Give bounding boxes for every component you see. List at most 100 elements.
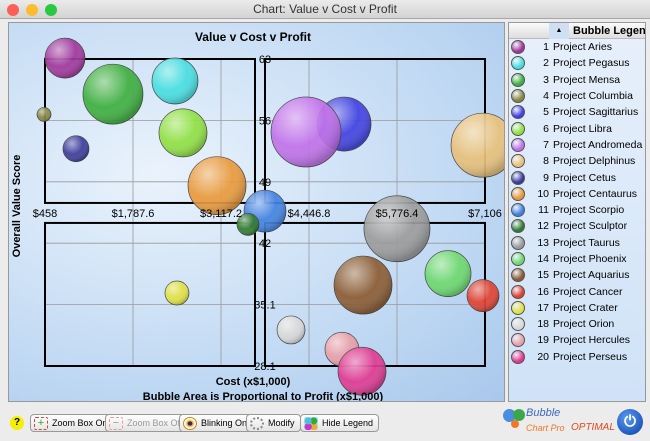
legend-number: 10 xyxy=(537,187,549,200)
legend-item[interactable]: 15 Project Aquarius xyxy=(509,267,645,283)
hide-legend-button[interactable]: Hide Legend xyxy=(300,414,380,432)
legend-item[interactable]: 19 Project Hercules xyxy=(509,332,645,348)
bubble-highlight xyxy=(467,279,500,312)
legend-label: Project Hercules xyxy=(553,334,631,347)
x-tick-label: $3,117.2 xyxy=(200,208,242,220)
x-tick-label: $1,787.6 xyxy=(112,208,155,220)
x-tick-label: $7,106 xyxy=(468,208,502,220)
power-icon[interactable]: ⏻ xyxy=(617,409,643,435)
minimize-window-button[interactable] xyxy=(26,4,38,16)
help-button[interactable]: ? xyxy=(10,416,24,430)
legend-item[interactable]: 16 Project Cancer xyxy=(509,283,645,299)
bubble-highlight xyxy=(151,57,198,104)
legend-swatch xyxy=(511,300,525,315)
legend-label: Project Sagittarius xyxy=(553,106,639,119)
y-tick-label: 42 xyxy=(259,238,271,250)
legend-swatch xyxy=(511,317,525,332)
legend-number: 18 xyxy=(537,318,549,331)
zoom-window-button[interactable] xyxy=(45,4,57,16)
logo-text-2: Chart Pro xyxy=(526,423,565,433)
legend-item[interactable]: 17 Project Crater xyxy=(509,300,645,316)
bubble-highlight xyxy=(277,315,306,344)
legend-label: Project Phoenix xyxy=(553,253,627,265)
chart-title: Value v Cost v Profit xyxy=(195,30,311,44)
chart-subtitle: Bubble Area is Proportional to Profit (x… xyxy=(143,391,384,402)
close-window-button[interactable] xyxy=(7,4,19,16)
legend-item[interactable]: 3 Project Mensa xyxy=(509,72,645,88)
legend-swatch xyxy=(511,170,525,185)
bubble-legend: ▲ Bubble Legend 1 Project Aries 2 Project P… xyxy=(508,22,646,402)
legend-item[interactable]: 4 Project Columbia xyxy=(509,88,645,104)
legend-number: 7 xyxy=(543,138,549,151)
blinking-on-button[interactable]: Blinking On xyxy=(179,414,254,432)
legend-label: Project Scorpio xyxy=(553,204,625,217)
hide-legend-label: Hide Legend xyxy=(322,418,374,428)
legend-label: Project Mensa xyxy=(553,73,621,86)
legend-header[interactable]: ▲ Bubble Legend xyxy=(509,23,645,39)
legend-item[interactable]: 13 Project Taurus xyxy=(509,235,645,251)
bubble-chart: Value v Cost v Profit $458 $1,787.6 $3,117… xyxy=(11,30,504,402)
bubble-highlight xyxy=(425,250,472,297)
bubble-highlight xyxy=(158,108,207,157)
legend-swatch xyxy=(511,154,525,169)
zoom-box-off-label: Zoom Box Off xyxy=(127,418,183,428)
legend-label: Project Pegasus xyxy=(553,57,630,70)
legend-swatch xyxy=(511,72,525,87)
logo-text-3: OPTIMAL xyxy=(571,422,615,433)
legend-item[interactable]: 9 Project Cetus xyxy=(509,169,645,185)
window-title-bar: Chart: Value v Cost v Profit xyxy=(0,0,650,19)
gear-icon xyxy=(250,416,264,430)
legend-item[interactable]: 11 Project Scorpio xyxy=(509,202,645,218)
legend-label: Project Libra xyxy=(553,122,612,135)
zoom-box-off-button[interactable]: − Zoom Box Off xyxy=(105,414,189,432)
modify-button[interactable]: Modify xyxy=(246,414,301,432)
modify-label: Modify xyxy=(268,418,295,428)
legend-swatch xyxy=(511,349,525,364)
legend-item[interactable]: 5 Project Sagittarius xyxy=(509,104,645,120)
legend-label: Project Aries xyxy=(553,41,612,54)
bubble-highlight xyxy=(271,97,342,168)
bubble-highlight xyxy=(363,195,430,262)
legend-item[interactable]: 7 Project Andromeda xyxy=(509,137,645,153)
chart-area[interactable]: Value v Cost v Profit $458 $1,787.6 $3,117… xyxy=(8,22,505,402)
bubble-highlight xyxy=(236,213,259,236)
zoom-box-on-button[interactable]: + Zoom Box On xyxy=(30,414,114,432)
legend-label: Project Centaurus xyxy=(553,187,638,200)
legend-label: Project Crater xyxy=(553,301,618,314)
y-tick-label: 63 xyxy=(259,54,271,66)
legend-title: Bubble Legend xyxy=(573,25,646,37)
bubble-highlight xyxy=(338,347,387,396)
legend-swatch xyxy=(511,121,525,136)
y-axis-label: Overall Value Score xyxy=(11,155,23,258)
quadrant-bottom-left xyxy=(44,221,256,367)
y-tick-label: 49 xyxy=(259,177,271,189)
legend-item[interactable]: 2 Project Pegasus xyxy=(509,55,645,71)
sort-up-icon[interactable]: ▲ xyxy=(549,23,569,39)
legend-item[interactable]: 12 Project Sculptor xyxy=(509,218,645,234)
legend-item[interactable]: 1 Project Aries xyxy=(509,39,645,55)
legend-number: 12 xyxy=(537,220,549,233)
legend-number: 4 xyxy=(543,90,549,103)
legend-item[interactable]: 18 Project Orion xyxy=(509,316,645,332)
legend-number: 13 xyxy=(537,236,549,249)
bubble-highlight xyxy=(334,256,393,315)
legend-number: 1 xyxy=(543,41,549,54)
legend-swatch xyxy=(511,105,525,120)
legend-number: 17 xyxy=(537,301,549,314)
legend-item[interactable]: 8 Project Delphinus xyxy=(509,153,645,169)
y-tick-label: 35.1 xyxy=(254,300,275,312)
legend-item[interactable]: 6 Project Libra xyxy=(509,120,645,136)
legend-label: Project Sculptor xyxy=(553,220,628,233)
legend-label: Project Columbia xyxy=(553,90,633,103)
bubble-highlight xyxy=(44,38,85,79)
zoom-in-icon: + xyxy=(34,416,48,430)
blinking-label: Blinking On xyxy=(201,418,248,428)
legend-item[interactable]: 14 Project Phoenix xyxy=(509,251,645,267)
legend-label: Project Perseus xyxy=(553,350,628,363)
legend-number: 8 xyxy=(543,155,549,168)
x-tick-label: $458 xyxy=(33,208,57,220)
x-axis-label: Cost (x$1,000) xyxy=(216,376,291,388)
legend-item[interactable]: 10 Project Centaurus xyxy=(509,186,645,202)
legend-item[interactable]: 20 Project Perseus xyxy=(509,349,645,365)
legend-label: Project Delphinus xyxy=(553,155,636,168)
